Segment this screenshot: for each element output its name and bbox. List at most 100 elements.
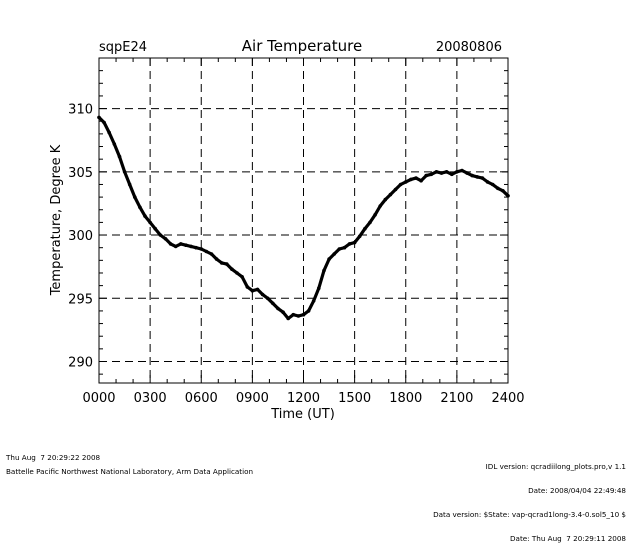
- chart-title: Air Temperature: [242, 37, 362, 55]
- footer-version-line: Data version: $State: vap-qcrad1long-3.4…: [433, 510, 626, 519]
- footer-version-line: Date: 2008/04/04 22:49:48: [528, 486, 626, 495]
- temperature-data-point: [219, 261, 224, 265]
- temperature-data-point: [260, 292, 265, 297]
- temperature-data-point: [301, 312, 306, 317]
- temperature-data-point: [470, 173, 475, 178]
- x-tick-label: 1500: [338, 391, 371, 406]
- temperature-data-point: [240, 275, 244, 279]
- x-tick-label: 0600: [185, 391, 218, 406]
- temperature-data-point: [225, 262, 229, 266]
- temperature-data-point: [414, 176, 418, 180]
- y-tick-label: 300: [68, 229, 93, 244]
- axis-ticks: [98, 57, 509, 383]
- x-tick-label: 1200: [287, 391, 320, 406]
- temperature-data-point: [311, 299, 316, 303]
- station-label: sqpE24: [99, 40, 147, 55]
- temperature-data-point: [265, 296, 270, 301]
- footer-run-date: Thu Aug 7 20:29:22 2008: [6, 453, 101, 462]
- temperature-data-point: [398, 182, 403, 187]
- temperature-data-point: [465, 171, 469, 175]
- temperature-data-point: [357, 234, 362, 239]
- temperature-data-point: [388, 192, 393, 197]
- temperature-data-point: [255, 287, 260, 292]
- temperature-data-point: [327, 257, 331, 261]
- temperature-data-point: [306, 309, 311, 313]
- x-tick-label: 2400: [491, 391, 524, 406]
- temperature-data-point: [352, 240, 357, 245]
- temperature-data-point: [342, 245, 347, 250]
- temperature-data-point: [107, 130, 111, 135]
- temperature-data-point: [429, 172, 434, 177]
- temperature-data-point: [163, 237, 168, 241]
- footer-version-line: Date: Thu Aug 7 20:29:11 2008: [510, 534, 626, 543]
- temperature-data-point: [434, 170, 439, 174]
- temperature-data-point: [97, 115, 101, 120]
- temperature-data-point: [230, 267, 234, 272]
- temperature-data-point: [214, 257, 219, 261]
- temperature-data-point: [490, 182, 495, 187]
- temperature-data-point: [460, 168, 464, 173]
- x-tick-label: 0000: [82, 391, 115, 406]
- temperature-data-point: [363, 226, 367, 231]
- temperature-data-point: [291, 312, 296, 317]
- temperature-data-point: [496, 186, 500, 191]
- x-tick-label: 1800: [389, 391, 422, 406]
- grid-lines: [99, 58, 508, 383]
- temperature-data-point: [347, 242, 352, 246]
- temperature-data-point: [378, 204, 383, 208]
- temperature-data-point: [424, 173, 429, 178]
- temperature-data-point: [204, 249, 209, 254]
- temperature-data-point: [404, 180, 408, 184]
- temperature-data-point: [148, 220, 152, 225]
- temperature-data-point: [168, 242, 173, 246]
- temperature-data-point: [475, 175, 480, 179]
- temperature-data-point: [189, 244, 193, 249]
- temperature-data-point: [127, 182, 132, 187]
- temperature-data-point: [194, 245, 198, 250]
- temperature-data-point: [383, 197, 388, 202]
- temperature-data-point: [199, 247, 204, 251]
- temperature-data-point: [271, 301, 275, 306]
- x-tick-label: 2100: [440, 391, 473, 406]
- temperature-data-point: [138, 205, 142, 209]
- temperature-data-point: [317, 286, 321, 291]
- temperature-data-point: [393, 187, 398, 192]
- air-temperature-chart: sqpE24 Air Temperature 20080806 0000 0300…: [49, 37, 525, 422]
- temperature-data-point: [373, 213, 377, 217]
- temperature-data-point: [184, 243, 188, 247]
- x-tick-label: 0300: [134, 391, 167, 406]
- series-group: [97, 115, 510, 321]
- x-tick-labels: 0000 0300 0600 0900 1200 1500 1800 2100 2400: [82, 391, 524, 406]
- temperature-data-point: [117, 154, 122, 159]
- temperature-data-point: [337, 247, 342, 251]
- temperature-data-point: [179, 242, 183, 246]
- temperature-data-point: [480, 176, 485, 180]
- footer-version-line: IDL version: qcradiilong_plots.pro,v 1.1: [485, 462, 626, 471]
- temperature-data-point: [296, 314, 301, 318]
- temperature-data-point: [250, 288, 255, 293]
- temperature-data-point: [409, 177, 413, 182]
- temperature-data-point: [501, 189, 505, 193]
- y-tick-labels: 290 295 300 305 310: [68, 103, 93, 371]
- footer-institution: Battelle Pacific Northwest National Labo…: [6, 467, 254, 476]
- temperature-data-point: [444, 170, 449, 174]
- temperature-data-point: [506, 194, 510, 198]
- temperature-data-point: [235, 271, 239, 275]
- temperature-data-point: [158, 233, 163, 237]
- temperature-data-point: [322, 268, 326, 273]
- temperature-data-point: [281, 310, 285, 315]
- temperature-data-point: [245, 285, 250, 289]
- x-axis-label: Time (UT): [270, 407, 335, 422]
- temperature-data-point: [112, 142, 117, 146]
- y-tick-label: 290: [68, 356, 93, 371]
- temperature-data-point: [419, 178, 423, 183]
- y-tick-label: 310: [68, 103, 93, 118]
- temperature-data-point: [173, 244, 178, 249]
- y-tick-label: 295: [68, 292, 93, 307]
- temperature-data-point: [286, 316, 291, 321]
- y-tick-label: 305: [68, 166, 93, 181]
- x-tick-label: 0900: [236, 391, 269, 406]
- footer-version-info: IDL version: qcradiilong_plots.pro,v 1.1…: [433, 447, 626, 551]
- temperature-data-point: [332, 252, 337, 256]
- temperature-data-point: [276, 306, 280, 311]
